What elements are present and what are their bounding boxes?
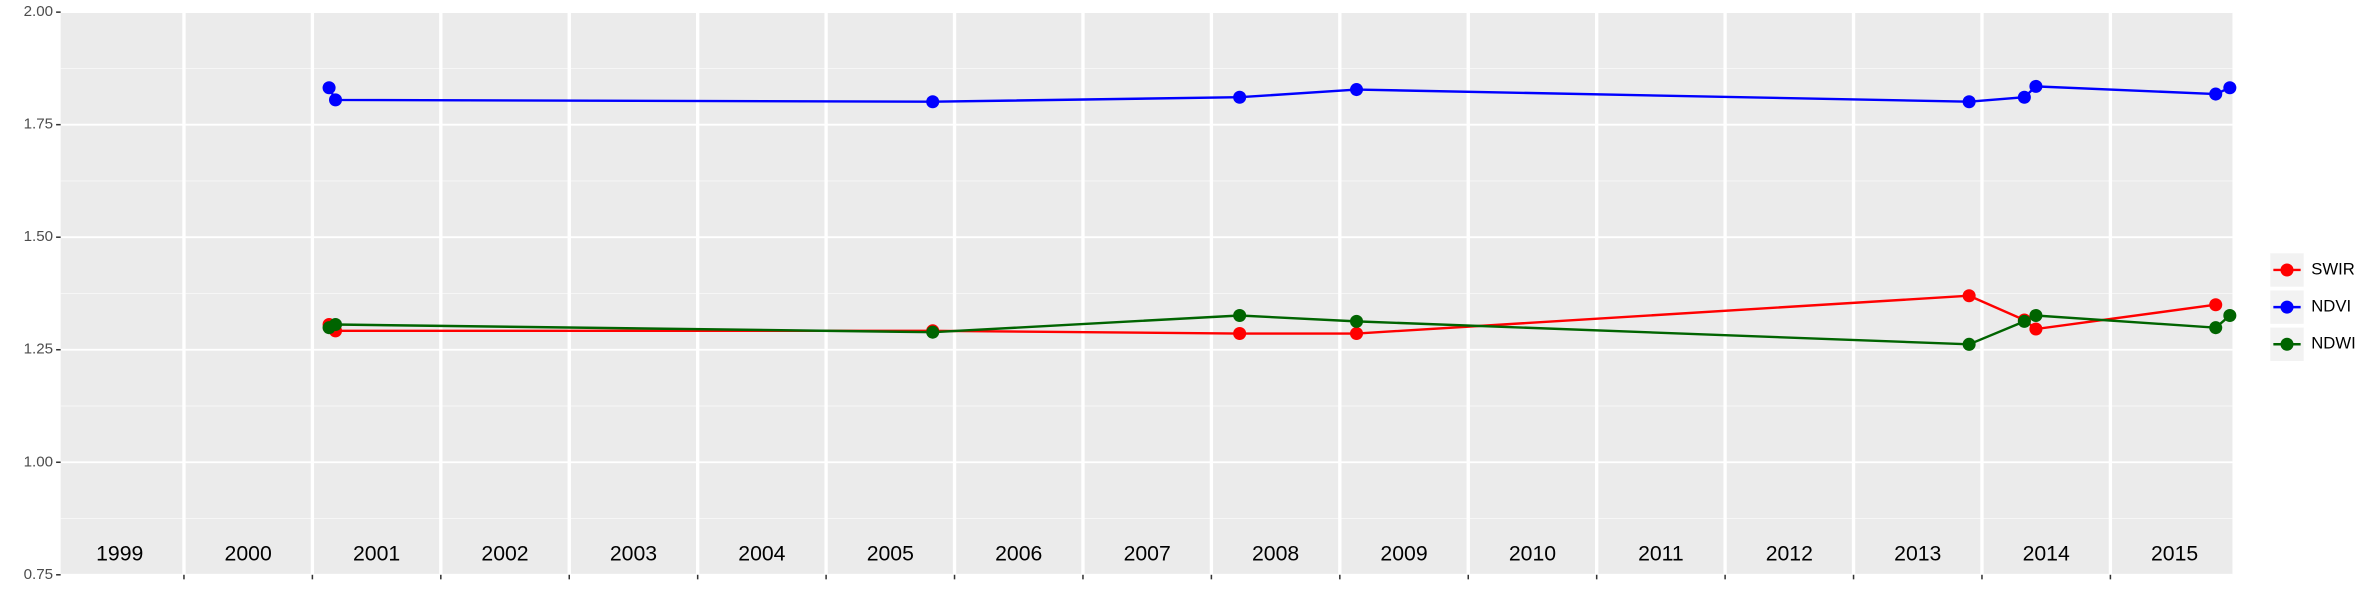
point <box>2223 81 2237 95</box>
legend: SWIR NDVI NDWI <box>2270 253 2356 361</box>
point <box>2029 309 2043 323</box>
y-tick-label: 1.25 <box>24 341 54 358</box>
legend-point <box>2280 263 2294 277</box>
y-tick-label: 1.00 <box>24 453 54 470</box>
series-line <box>328 314 2231 346</box>
point <box>322 81 336 95</box>
year-label: 2011 <box>1638 543 1684 566</box>
year-label: 2003 <box>610 543 657 566</box>
year-label: 2015 <box>2151 543 2198 566</box>
year-label: 1999 <box>96 543 143 566</box>
legend-point <box>2280 337 2294 351</box>
year-label: 2000 <box>225 543 272 566</box>
year-label: 2002 <box>481 543 528 566</box>
y-tick-label: 2.00 <box>24 3 54 20</box>
point <box>1349 314 1364 328</box>
series-line <box>328 85 2231 103</box>
year-label: 2013 <box>1894 543 1941 566</box>
year-label: 2001 <box>353 543 400 566</box>
point <box>2029 79 2043 93</box>
point <box>926 325 940 339</box>
legend-label: NDWI <box>2311 334 2355 353</box>
year-label: 2009 <box>1380 543 1427 566</box>
point <box>1349 83 1364 97</box>
legend-label: NDVI <box>2311 297 2351 316</box>
point <box>2223 309 2237 323</box>
point <box>1962 95 1976 109</box>
y-tick-label: 1.75 <box>24 116 54 133</box>
year-label: 2012 <box>1766 543 1813 566</box>
point <box>328 93 343 107</box>
point <box>2209 298 2223 312</box>
year-label: 2008 <box>1252 543 1299 566</box>
y-tick-label: 1.50 <box>24 228 54 245</box>
point <box>1962 289 1976 303</box>
point <box>926 95 940 109</box>
point <box>1233 309 1247 323</box>
point <box>2209 87 2223 101</box>
year-label: 2004 <box>738 543 785 566</box>
year-label: 2005 <box>867 543 914 566</box>
year-label: 2014 <box>2023 543 2070 566</box>
year-label: 2006 <box>995 543 1042 566</box>
point <box>2209 321 2223 335</box>
point <box>2017 314 2031 328</box>
legend-label: SWIR <box>2311 259 2355 278</box>
legend-point <box>2280 300 2294 314</box>
y-tick-label: 0.75 <box>24 566 54 583</box>
point <box>328 318 343 332</box>
year-label: 2010 <box>1509 543 1556 566</box>
point <box>1349 327 1364 341</box>
point <box>1962 337 1976 351</box>
point <box>2029 322 2043 336</box>
year-label: 2007 <box>1124 543 1171 566</box>
point <box>1233 327 1247 341</box>
point <box>1233 90 1247 104</box>
point <box>2017 90 2031 104</box>
